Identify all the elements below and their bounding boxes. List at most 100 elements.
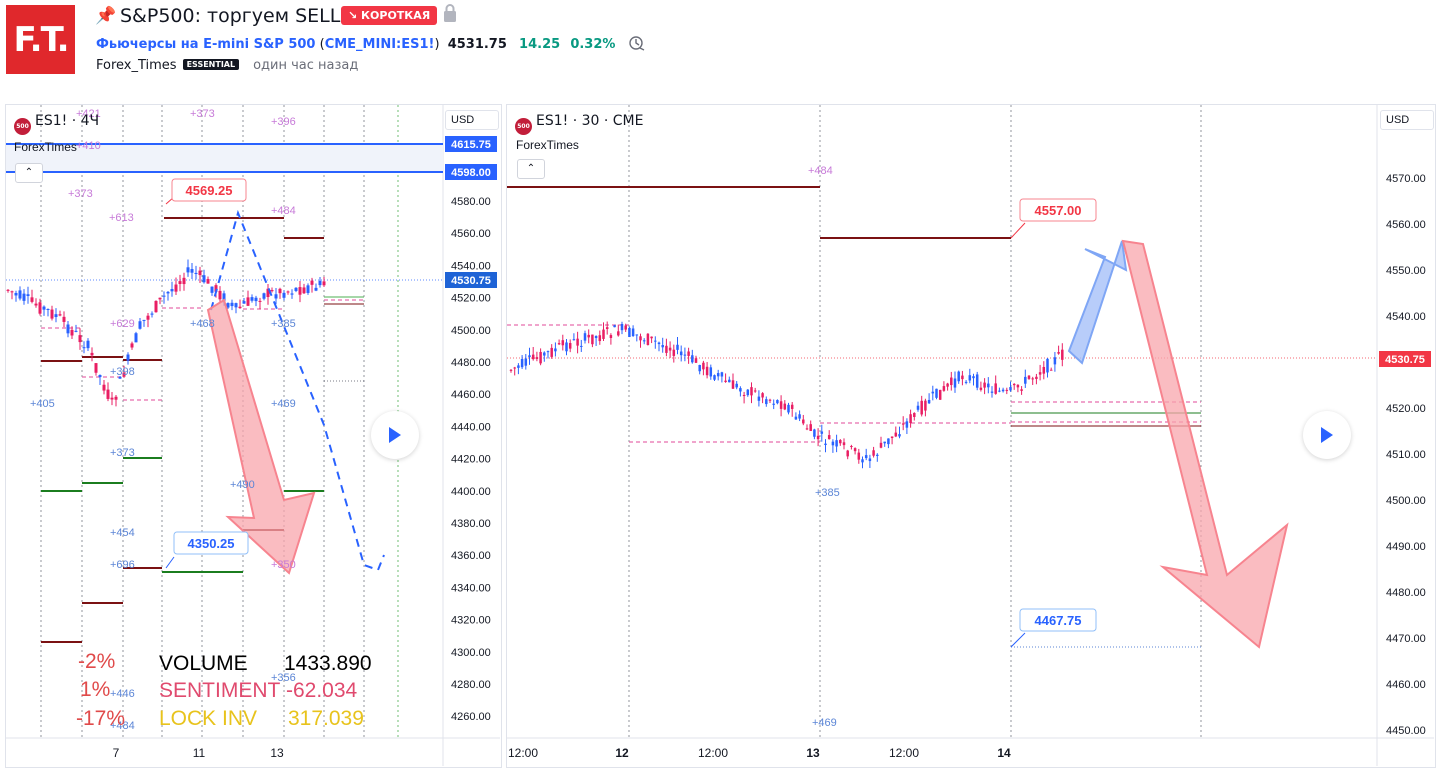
candle-body xyxy=(66,324,70,334)
candle-body xyxy=(839,440,842,444)
candle-body xyxy=(953,378,957,388)
price-axis-label: 4320.00 xyxy=(451,615,491,627)
candle-body xyxy=(761,393,764,398)
collapse-legend-button[interactable]: ⌃ xyxy=(517,159,545,179)
candle-body xyxy=(724,380,727,382)
candle-body xyxy=(162,295,166,297)
candle-body xyxy=(750,387,753,396)
candle-body xyxy=(226,303,230,308)
play-icon xyxy=(1321,427,1333,443)
candle-body xyxy=(114,396,118,400)
candle-body xyxy=(178,281,182,284)
left-currency-button[interactable]: USD xyxy=(445,110,499,130)
left-study-label[interactable]: ForexTimes xyxy=(14,140,77,154)
candle-body xyxy=(154,300,158,313)
candle-body xyxy=(668,347,672,351)
candle-body xyxy=(150,313,154,315)
candle-body xyxy=(266,288,270,297)
candle-body xyxy=(679,351,683,356)
symbol-description-link[interactable]: Фьючерсы на E-mini S&P 500 xyxy=(96,37,316,52)
candle-body xyxy=(146,315,150,320)
symbol-ticker-link[interactable]: CME_MINI:ES1! xyxy=(324,37,435,52)
candle-body xyxy=(70,329,74,336)
level-label: +356 xyxy=(271,672,296,684)
chevron-up-icon: ⌃ xyxy=(24,167,34,178)
candle-body xyxy=(102,384,106,391)
price-axis-label: 4470.00 xyxy=(1386,633,1426,645)
candle-body xyxy=(572,339,576,341)
author-name-link[interactable]: Forex_Times xyxy=(96,58,177,73)
candle-body xyxy=(935,388,938,398)
candle-body xyxy=(561,340,565,346)
candle-body xyxy=(642,340,646,342)
candle-body xyxy=(1005,389,1009,391)
candle-body xyxy=(898,434,901,437)
stat-lockinv-label: LOCK INV xyxy=(159,707,257,730)
candle-body xyxy=(314,287,318,291)
price-axis-label: 4450.00 xyxy=(1386,725,1426,737)
last-price: 4531.75 xyxy=(447,37,507,52)
price-axis-label: 4400.00 xyxy=(451,486,491,498)
price-axis-label: 4540.00 xyxy=(451,260,491,272)
stat-percent: -17% xyxy=(76,707,125,730)
level-label: +350 xyxy=(271,559,296,571)
candle-body xyxy=(983,382,986,388)
candle-body xyxy=(222,293,226,303)
candle-body xyxy=(624,325,627,330)
price-axis-label: 4460.00 xyxy=(451,389,491,401)
candle-body xyxy=(850,446,853,448)
right-currency-button[interactable]: USD xyxy=(1380,110,1434,130)
current-price-tag: 4530.75 xyxy=(451,275,491,287)
candle-body xyxy=(94,363,98,373)
left-chart-legend[interactable]: 500 ES1! · 4Ч xyxy=(14,113,99,135)
candle-body xyxy=(813,429,816,437)
stat-sentiment-label: SENTIMENT xyxy=(159,679,281,702)
level-label: +385 xyxy=(271,318,296,330)
current-price-tag: 4530.75 xyxy=(1385,354,1425,366)
candle-body xyxy=(998,390,1001,392)
candle-body xyxy=(687,351,690,356)
candle-body xyxy=(990,391,994,393)
level-label: +613 xyxy=(109,212,134,224)
candle-body xyxy=(230,302,234,307)
candle-body xyxy=(739,388,742,392)
right-play-button[interactable] xyxy=(1303,411,1351,459)
candle-body xyxy=(735,383,738,388)
candle-body xyxy=(972,376,975,379)
price-axis-label: 4500.00 xyxy=(1386,495,1426,507)
level-label: +385 xyxy=(815,487,840,499)
left-chart-title: ES1! · 4Ч xyxy=(35,113,100,129)
right-chart-pane[interactable] xyxy=(506,104,1436,768)
candle-body xyxy=(587,334,590,338)
left-play-button[interactable] xyxy=(371,411,419,459)
candle-body xyxy=(90,352,94,356)
left-chart-pane[interactable] xyxy=(5,104,502,768)
candle-body xyxy=(931,391,935,394)
candle-body xyxy=(1024,376,1027,384)
candle-body xyxy=(1031,378,1034,380)
right-chart-legend[interactable]: 500 ES1! · 30 · CME xyxy=(515,113,643,135)
brand-logo[interactable]: F.T. xyxy=(6,5,75,74)
left-chart-canvas[interactable]: 4569.25 4350.25 +421 +373 +396 +410 +373… xyxy=(6,105,500,766)
candle-body xyxy=(1001,389,1005,392)
candle-body xyxy=(628,327,631,338)
candle-body xyxy=(214,285,218,292)
candle-body xyxy=(635,334,639,336)
candle-body xyxy=(546,351,550,353)
candle-body xyxy=(122,372,126,377)
candle-body xyxy=(731,380,735,389)
callout-low-label: 4467.75 xyxy=(1035,613,1082,628)
level-label: +446 xyxy=(110,688,135,700)
right-study-label[interactable]: ForexTimes xyxy=(516,138,579,152)
candle-body xyxy=(876,454,879,456)
candle-body xyxy=(186,267,190,273)
candle-body xyxy=(987,383,990,388)
collapse-legend-button[interactable]: ⌃ xyxy=(15,163,43,183)
candle-body xyxy=(38,302,42,314)
candle-body xyxy=(34,303,38,306)
right-chart-canvas[interactable]: 4557.00 4467.75 +484 +385 +469 4570.00 45… xyxy=(507,105,1434,766)
candle-body xyxy=(827,435,831,440)
candle-body xyxy=(218,290,222,300)
candle-body xyxy=(961,375,964,380)
price-axis-label: 4520.00 xyxy=(451,293,491,305)
